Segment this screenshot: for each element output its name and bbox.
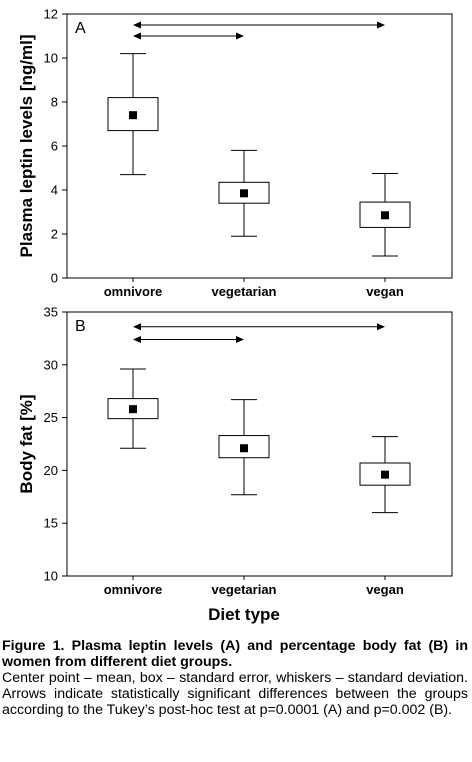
x-tick-label: vegetarian <box>211 582 276 597</box>
x-tick-label: omnivore <box>104 582 163 597</box>
arrow-head-right <box>236 335 244 343</box>
mean-point <box>381 211 389 220</box>
x-tick-label: omnivore <box>104 284 163 299</box>
y-tick-label: 12 <box>44 7 58 22</box>
y-tick-label: 4 <box>51 183 58 198</box>
y-tick-label: 15 <box>44 516 58 531</box>
x-tick-label: vegetarian <box>211 284 276 299</box>
y-tick-label: 0 <box>51 271 58 286</box>
mean-point <box>240 189 248 198</box>
y-tick-label: 20 <box>44 463 58 478</box>
arrow-head-left <box>133 323 141 331</box>
arrow-head-right <box>377 21 385 29</box>
y-tick-label: 35 <box>44 305 58 320</box>
y-tick-label: 10 <box>44 569 58 584</box>
plot-frame <box>66 311 453 577</box>
panel-label: B <box>75 318 86 335</box>
mean-point <box>381 470 389 479</box>
significance-arrow <box>133 21 385 29</box>
arrow-head-right <box>377 323 385 331</box>
y-tick-label: 6 <box>51 139 58 154</box>
mean-point <box>129 405 137 414</box>
y-axis-title: Plasma leptin levels [ng/ml] <box>17 35 36 258</box>
panel-a: 0 2 4 6 8 10 12 Plasma leptin levels [ng/ml] Aom… <box>17 7 453 299</box>
panel-label: A <box>75 20 86 37</box>
caption-body: Center point – mean, box – standard erro… <box>2 670 468 718</box>
x-tick-label: vegan <box>366 582 404 597</box>
arrow-head-left <box>133 335 141 343</box>
y-axis-title: Body fat [%] <box>17 394 36 493</box>
arrow-head-right <box>236 32 244 40</box>
y-tick-label: 10 <box>44 51 58 66</box>
arrow-head-left <box>133 21 141 29</box>
significance-arrow <box>133 32 244 40</box>
mean-point <box>129 111 137 120</box>
x-tick-label: vegan <box>366 284 404 299</box>
significance-arrow <box>133 335 244 343</box>
y-tick-label: 8 <box>51 95 58 110</box>
y-tick-label: 25 <box>44 410 58 425</box>
mean-point <box>240 444 248 453</box>
arrow-head-left <box>133 32 141 40</box>
significance-arrow <box>133 323 385 331</box>
y-tick-label: 2 <box>51 227 58 242</box>
figure-caption: Figure 1. Plasma leptin levels (A) and p… <box>2 638 468 718</box>
caption-title: Figure 1. Plasma leptin levels (A) and p… <box>2 638 468 670</box>
figure: 0 2 4 6 8 10 12 Plasma leptin levels [ng/ml] Aom… <box>17 7 453 624</box>
y-tick-label: 30 <box>44 357 58 372</box>
x-axis-title: Diet type <box>208 605 280 624</box>
